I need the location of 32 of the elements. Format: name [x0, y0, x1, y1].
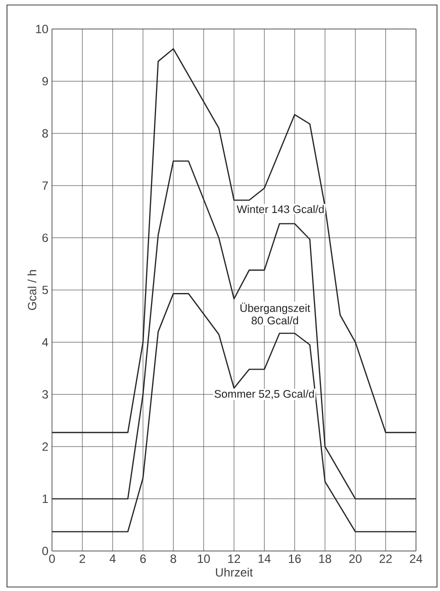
y-tick-label: 10: [36, 24, 48, 34]
x-tick-label: 12: [228, 554, 240, 563]
x-tick-label: 6: [140, 554, 146, 563]
line-series: [52, 160, 416, 500]
series-label: Übergangszeit 80 Gcal/d: [240, 302, 310, 324]
x-tick-label: 18: [319, 554, 332, 563]
y-tick-label: 8: [42, 129, 48, 138]
x-tick-label: 24: [410, 554, 422, 563]
x-tick-label: 20: [349, 554, 362, 563]
x-axis-title: Uhrzeit: [216, 568, 253, 577]
x-tick-label: 4: [110, 554, 116, 563]
y-tick-label: 0: [42, 546, 48, 556]
x-tick-label: 0: [49, 554, 55, 563]
x-tick-label: 22: [380, 554, 392, 563]
x-tick-label: 14: [258, 554, 271, 563]
y-tick-label: 2: [42, 442, 48, 451]
line-series: [52, 48, 416, 434]
y-tick-label: 5: [42, 286, 48, 294]
y-tick-label: 6: [42, 234, 48, 242]
y-tick-label: 7: [42, 181, 48, 190]
x-tick-label: 8: [170, 554, 176, 563]
x-tick-label: 2: [80, 554, 86, 563]
series-label: Sommer 52,5 Gcal/d: [214, 390, 314, 400]
y-tick-label: 4: [42, 338, 48, 346]
line-series: [52, 293, 416, 532]
y-tick-label: 9: [42, 76, 48, 86]
y-tick-label: 1: [42, 494, 48, 503]
y-axis-title: Gcal / h: [28, 270, 36, 310]
x-tick-label: 16: [288, 554, 301, 563]
y-tick-label: 3: [42, 390, 48, 399]
x-tick-label: 10: [198, 554, 210, 563]
series-label: Winter 143 Gcal/d: [236, 205, 324, 214]
